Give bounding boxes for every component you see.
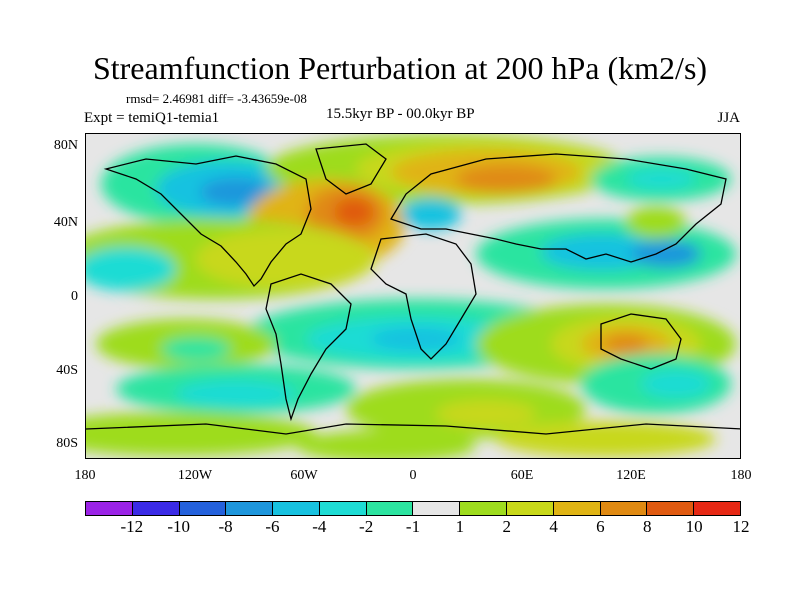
colorbar-swatch <box>459 501 508 516</box>
africa-outline <box>370 233 477 360</box>
contour-fields <box>86 134 736 458</box>
continent-outlines <box>86 143 740 435</box>
y-tick-label: 0 <box>71 289 78 304</box>
colorbar-label: -8 <box>218 517 233 536</box>
x-tick-label: 180 <box>730 468 752 483</box>
x-tick-label: 60E <box>510 468 534 483</box>
colorbar-label: 6 <box>596 517 605 536</box>
x-tick-label: 120E <box>616 468 646 483</box>
colorbar-label: -4 <box>312 517 327 536</box>
colorbar-label: 8 <box>643 517 652 536</box>
colorbar-label: 4 <box>549 517 558 536</box>
colorbar-swatch <box>506 501 554 516</box>
colorbar-swatch <box>131 501 180 516</box>
colorbar-label: -6 <box>265 517 280 536</box>
eurasia-outline <box>390 153 727 263</box>
colorbar-swatch <box>693 501 741 516</box>
y-tick-label: 40N <box>53 215 78 230</box>
period-label: 15.5kyr BP - 00.0kyr BP <box>326 106 475 122</box>
colorbar-label: 2 <box>502 517 511 536</box>
greenland-outline <box>315 143 387 195</box>
colorbar-swatch <box>85 501 133 516</box>
colorbar-swatch <box>412 501 461 516</box>
stats-label: rmsd= 2.46981 diff= -3.43659e-08 <box>126 91 307 106</box>
colorbar-swatch <box>272 501 320 516</box>
chart-title: Streamfunction Perturbation at 200 hPa (… <box>92 50 708 86</box>
colorbar-swatch <box>646 501 695 516</box>
colorbar <box>85 501 741 516</box>
colorbar-label: 10 <box>685 517 703 536</box>
map-plot-area <box>85 133 741 459</box>
season-label: JJA <box>717 110 740 126</box>
north-america-outline <box>103 155 312 288</box>
colorbar-swatch <box>318 501 367 516</box>
y-tick-label: 40S <box>56 363 78 378</box>
colorbar-swatch <box>552 501 601 516</box>
south-america-outline <box>265 273 352 422</box>
y-tick-label: 80N <box>53 138 78 153</box>
colorbar-label: -10 <box>167 517 191 536</box>
x-tick-label: 180 <box>74 468 96 483</box>
colorbar-label: -2 <box>359 517 374 536</box>
colorbar-swatch <box>178 501 227 516</box>
colorbar-swatch <box>225 501 274 516</box>
colorbar-swatch <box>365 501 414 516</box>
y-tick-label: 80S <box>56 436 78 451</box>
x-tick-label: 120W <box>177 468 213 483</box>
x-tick-label: 60W <box>290 468 318 483</box>
colorbar-label: 1 <box>455 517 465 536</box>
antarctica-outline <box>86 423 740 435</box>
australia-outline <box>600 313 682 370</box>
colorbar-swatch <box>599 501 648 516</box>
colorbar-label: -12 <box>120 517 144 536</box>
x-tick-label: 0 <box>409 468 417 483</box>
streamfunction-map <box>86 134 740 458</box>
experiment-label: Expt = temiQ1-temia1 <box>84 110 220 126</box>
colorbar-label: -1 <box>405 517 421 536</box>
colorbar-label: 12 <box>732 517 750 536</box>
